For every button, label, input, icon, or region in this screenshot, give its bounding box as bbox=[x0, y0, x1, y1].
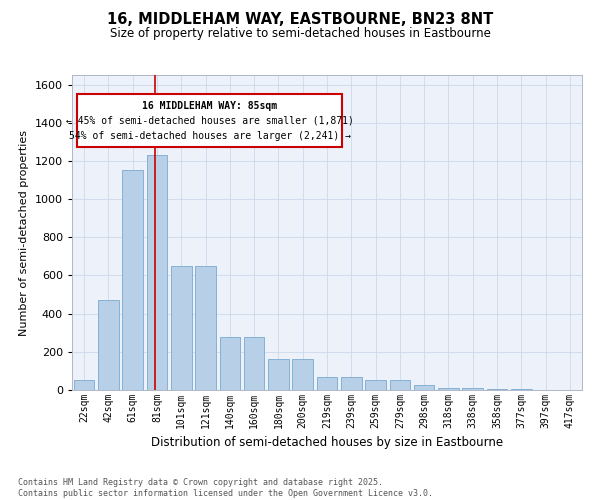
Bar bbox=[463, 388, 483, 390]
Bar bbox=[341, 376, 362, 390]
Text: 16, MIDDLEHAM WAY, EASTBOURNE, BN23 8NT: 16, MIDDLEHAM WAY, EASTBOURNE, BN23 8NT bbox=[107, 12, 493, 28]
Text: Contains HM Land Registry data © Crown copyright and database right 2025.
Contai: Contains HM Land Registry data © Crown c… bbox=[18, 478, 433, 498]
Bar bbox=[146, 155, 167, 390]
Bar bbox=[438, 388, 459, 390]
Bar bbox=[122, 170, 143, 390]
Bar bbox=[74, 380, 94, 390]
Bar bbox=[244, 336, 265, 390]
Bar bbox=[195, 266, 216, 390]
Y-axis label: Number of semi-detached properties: Number of semi-detached properties bbox=[19, 130, 29, 336]
Bar bbox=[292, 358, 313, 390]
Text: ← 45% of semi-detached houses are smaller (1,871): ← 45% of semi-detached houses are smalle… bbox=[66, 116, 353, 126]
Text: Size of property relative to semi-detached houses in Eastbourne: Size of property relative to semi-detach… bbox=[110, 28, 490, 40]
Bar bbox=[171, 266, 191, 390]
Bar bbox=[389, 380, 410, 390]
Bar bbox=[317, 376, 337, 390]
Bar bbox=[511, 389, 532, 390]
Bar bbox=[414, 385, 434, 390]
Bar bbox=[220, 336, 240, 390]
Text: 54% of semi-detached houses are larger (2,241) →: 54% of semi-detached houses are larger (… bbox=[69, 130, 351, 140]
Text: 16 MIDDLEHAM WAY: 85sqm: 16 MIDDLEHAM WAY: 85sqm bbox=[142, 100, 277, 110]
Bar bbox=[77, 94, 342, 148]
Bar bbox=[268, 358, 289, 390]
Bar bbox=[365, 380, 386, 390]
X-axis label: Distribution of semi-detached houses by size in Eastbourne: Distribution of semi-detached houses by … bbox=[151, 436, 503, 450]
Bar bbox=[487, 389, 508, 390]
Bar bbox=[98, 300, 119, 390]
